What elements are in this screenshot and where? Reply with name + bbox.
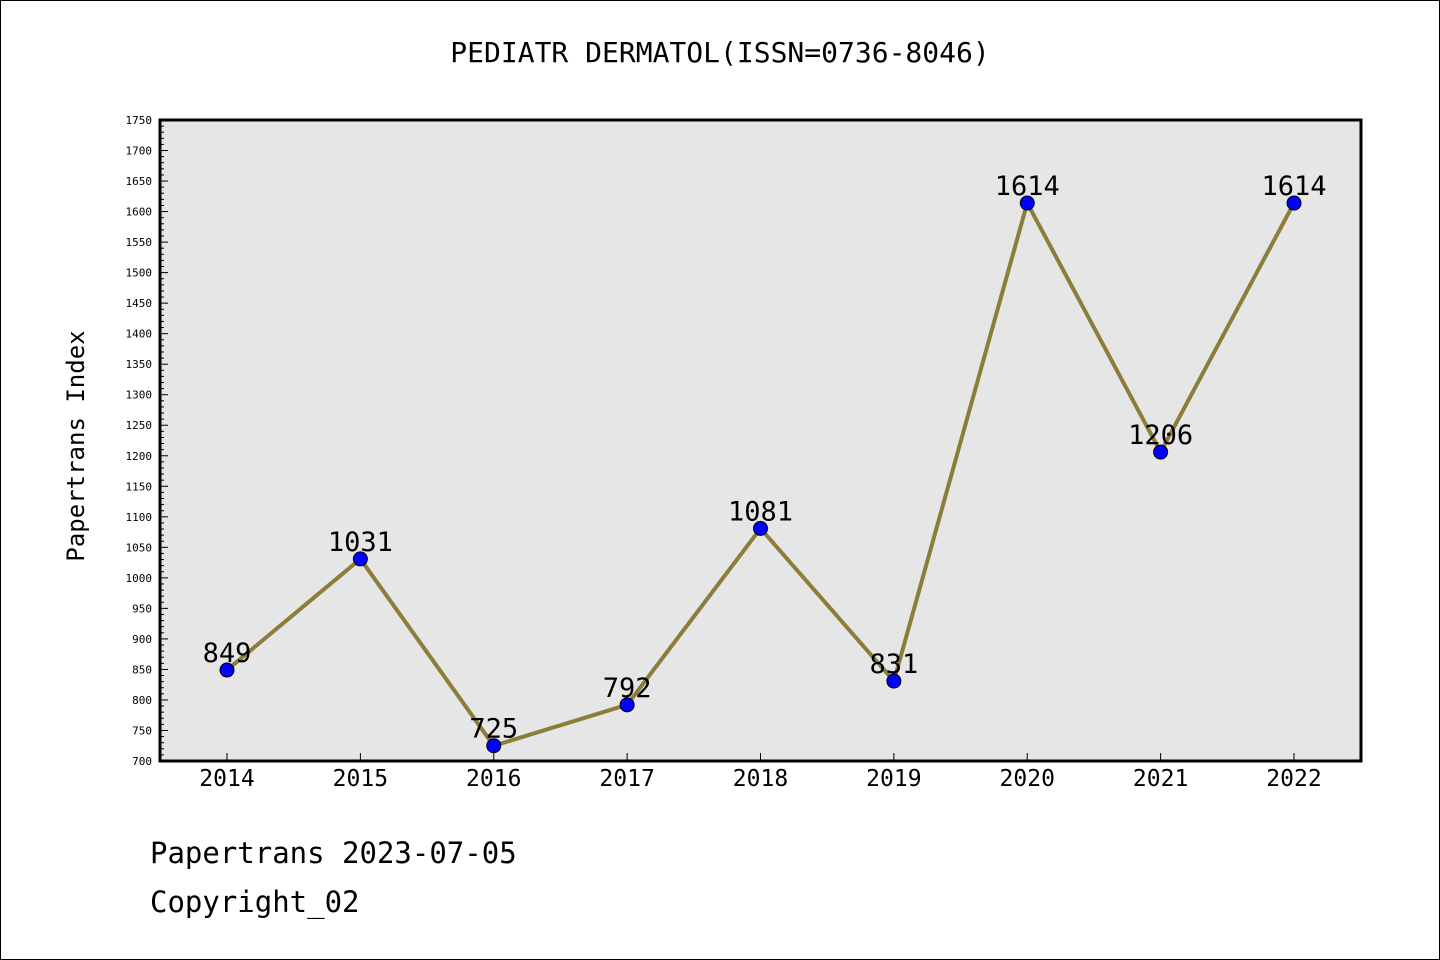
y-tick-label: 1050 (126, 541, 153, 554)
data-point (886, 673, 902, 689)
data-point (1286, 195, 1302, 211)
x-tick-label: 2016 (466, 766, 521, 792)
x-axis: 2014 2015 2016 2017 2018 2019 2020 2021 2022 (199, 753, 1322, 792)
y-axis-label: Papertrans Index (62, 330, 90, 561)
data-label: 1031 (328, 527, 393, 558)
y-tick-label: 1350 (126, 358, 153, 371)
y-axis: 700 750 800 850 900 950 1000 1050 1100 1150 1200 12… (126, 114, 168, 768)
plot-area (160, 120, 1361, 761)
data-label: 792 (603, 673, 652, 704)
y-tick-label: 1300 (126, 389, 153, 402)
y-tick-label: 1200 (126, 450, 153, 463)
x-tick-label: 2019 (866, 766, 921, 792)
data-point (753, 520, 768, 536)
y-tick-label: 1400 (126, 328, 153, 341)
y-tick-label: 1450 (126, 297, 153, 310)
y-tick-label: 1700 (126, 145, 153, 158)
y-tick-label: 850 (132, 663, 152, 676)
data-markers (219, 195, 1302, 754)
data-point (352, 551, 368, 567)
x-tick-label: 2018 (733, 766, 788, 792)
data-point (1153, 444, 1169, 460)
y-tick-label: 1100 (126, 511, 153, 524)
y-tick-label: 1250 (126, 419, 153, 432)
footer-copyright: Copyright_02 (150, 885, 360, 919)
data-label: 849 (203, 638, 252, 669)
x-tick-label: 2022 (1266, 766, 1321, 792)
data-label: 1081 (728, 496, 793, 527)
data-point (1019, 195, 1035, 211)
chart-title: PEDIATR DERMATOL(ISSN=0736-8046) (450, 36, 990, 69)
y-tick-label: 1600 (126, 206, 153, 219)
data-point (619, 697, 635, 713)
y-tick-label: 800 (132, 694, 152, 707)
y-tick-label: 1500 (126, 267, 153, 280)
y-tick-label: 950 (132, 602, 152, 615)
data-point (486, 738, 502, 754)
x-tick-label: 2021 (1133, 766, 1188, 792)
y-tick-label: 1650 (126, 175, 153, 188)
x-tick-label: 2015 (333, 766, 388, 792)
y-tick-label: 1150 (126, 480, 153, 493)
x-tick-label: 2020 (1000, 766, 1055, 792)
x-tick-label: 2017 (599, 766, 654, 792)
plot-border (158, 118, 1363, 763)
data-label: 1614 (995, 171, 1060, 202)
data-label: 831 (869, 649, 918, 680)
y-tick-label: 1750 (126, 114, 153, 127)
data-labels: 849 1031 725 792 1081 831 1614 1206 1614 (203, 171, 1327, 745)
y-tick-label: 900 (132, 633, 152, 646)
y-tick-label: 700 (132, 755, 152, 768)
data-point (219, 662, 235, 678)
data-label: 725 (469, 714, 518, 745)
data-label: 1206 (1128, 420, 1193, 451)
x-tick-label: 2014 (199, 766, 254, 792)
y-tick-label: 750 (132, 724, 152, 737)
footer-date: Papertrans 2023-07-05 (150, 836, 517, 870)
y-tick-label: 1550 (126, 236, 153, 249)
data-label: 1614 (1261, 171, 1326, 202)
y-tick-label: 1000 (126, 572, 153, 585)
